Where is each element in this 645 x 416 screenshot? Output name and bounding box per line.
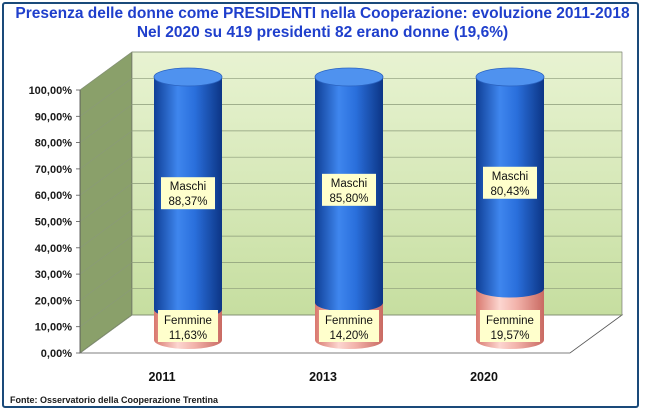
data-label-femmine-value: 11,63% <box>169 330 207 342</box>
data-label-maschi-value: 88,37% <box>168 196 207 208</box>
data-label-maschi-name: Maschi <box>492 171 528 183</box>
data-label-maschi-value: 85,80% <box>329 193 368 205</box>
data-label-maschi-name: Maschi <box>331 178 367 190</box>
chart-title: Presenza delle donne come PRESIDENTI nel… <box>0 4 645 42</box>
data-label-maschi-value: 80,43% <box>490 186 529 198</box>
gridline-side <box>79 51 133 91</box>
data-label-femmine-value: 19,57% <box>490 330 529 342</box>
data-label-femmine-name: Femmine <box>164 315 212 327</box>
data-label-box-femmine <box>158 310 218 342</box>
y-tick-label: 60,00% <box>35 190 73 202</box>
bar-top-cap <box>475 67 545 87</box>
chart-title-line1: Presenza delle donne come PRESIDENTI nel… <box>15 5 630 22</box>
data-label-femmine-value: 14,20% <box>329 330 368 342</box>
y-tick-label: 80,00% <box>35 138 73 150</box>
gridline-side <box>79 314 133 354</box>
data-label-box-maschi <box>483 166 537 199</box>
gridline-side <box>79 156 133 196</box>
bar-group-2013: Maschi 85,80% Femmine 14,20% <box>314 67 384 349</box>
bar-group-2020: Maschi 80,43% Femmine 19,57% <box>475 67 545 349</box>
x-tick-label: 2011 <box>148 370 175 384</box>
gridline-side <box>79 288 133 327</box>
y-tick-label: 70,00% <box>35 164 73 176</box>
y-tick-label: 10,00% <box>35 322 73 334</box>
data-label-box-femmine <box>319 310 379 342</box>
y-tick-label: 40,00% <box>35 243 73 255</box>
data-label-femmine-name: Femmine <box>486 315 534 327</box>
gridline-side <box>79 209 133 249</box>
bar-top-cap <box>153 67 223 87</box>
data-label-box-maschi <box>161 177 215 210</box>
data-label-maschi-name: Maschi <box>170 181 206 193</box>
gridline-side <box>79 104 133 143</box>
bar-group-2011: Maschi 88,37% Femmine 11,63% <box>153 67 223 349</box>
y-tick-label: 50,00% <box>35 217 73 229</box>
gridline-side <box>79 235 133 275</box>
y-tick-label: 0,00% <box>41 348 72 360</box>
gridline-side <box>79 78 133 117</box>
source-note: Fonte: Osservatorio della Cooperazione T… <box>10 395 219 405</box>
x-axis: 2011 2013 2020 <box>148 370 498 384</box>
bars: Maschi 88,37% Femmine 11,63% Maschi 85,80% Fem… <box>153 67 545 349</box>
gridline-side <box>79 130 133 170</box>
x-tick-label: 2020 <box>470 370 498 384</box>
gridline-side <box>79 183 133 222</box>
y-tick-label: 90,00% <box>35 111 73 123</box>
y-tick-label: 30,00% <box>35 269 73 281</box>
data-label-box-maschi <box>322 173 376 206</box>
x-tick-label: 2013 <box>309 370 337 384</box>
bar-top-cap <box>314 67 384 87</box>
gridline-side <box>79 262 133 301</box>
y-tick-label: 100,00% <box>29 85 73 97</box>
chart-title-line2: Nel 2020 su 419 presidenti 82 erano donn… <box>136 24 509 41</box>
y-axis: 0,00% 10,00% 20,00% 30,00% 40,00% 50,00% 60,00… <box>29 85 81 360</box>
y-tick-label: 20,00% <box>35 295 73 307</box>
data-label-femmine-name: Femmine <box>325 315 373 327</box>
data-label-box-femmine <box>480 310 540 342</box>
